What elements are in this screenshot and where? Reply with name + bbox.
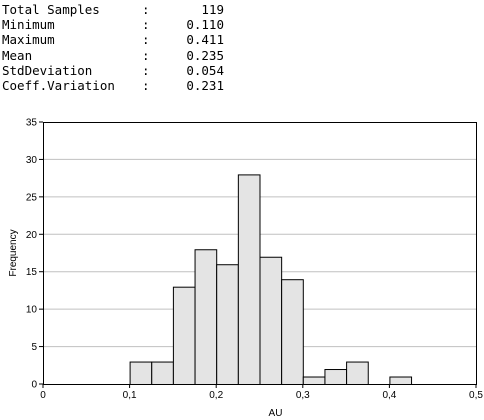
plot-frame: [43, 122, 477, 385]
histogram-bar: [194, 249, 218, 385]
histogram-bar: [151, 361, 174, 386]
y-tick-label: 15: [26, 267, 38, 278]
stat-row: Total Samples: 119: [2, 2, 224, 17]
stat-colon: :: [142, 62, 150, 78]
y-tick-label: 20: [26, 230, 38, 241]
stat-row: StdDeviation: 0.054: [2, 63, 224, 78]
x-tick-label: 0,4: [382, 390, 396, 401]
histogram-bar: [172, 286, 196, 385]
stat-value: 0.054: [186, 62, 224, 78]
stat-row: Minimum: 0.110: [2, 17, 224, 32]
y-tick-label: 35: [26, 118, 38, 129]
stat-label: Mean: [2, 47, 33, 63]
x-tick-label: 0,2: [209, 390, 223, 401]
histogram-chart: 0 5 10 15 20 25 30 35 0 0,1 0,2 0,3 0,4 0,5 AU Frequenc…: [8, 118, 483, 420]
stat-colon: :: [142, 2, 150, 17]
stat-label: Coeff.Variation: [2, 77, 115, 93]
histogram-bar: [389, 376, 413, 385]
y-tick-label: 5: [31, 342, 37, 353]
histogram-bar: [324, 369, 348, 385]
histogram-bar: [237, 174, 261, 386]
x-tick-label: 0,5: [469, 390, 483, 401]
x-axis-label: AU: [269, 408, 283, 419]
x-tick-label: 0: [40, 390, 46, 401]
x-tick-label: 0,3: [296, 390, 310, 401]
summary-statistics: Total Samples: 119 Minimum: 0.110 Maximum: 0.…: [2, 2, 224, 93]
stat-row: Mean: 0.235: [2, 48, 224, 63]
stat-colon: :: [142, 47, 150, 63]
stat-colon: :: [142, 32, 150, 48]
stat-colon: :: [142, 77, 150, 93]
histogram-bar: [259, 256, 283, 385]
stat-label: StdDeviation: [2, 62, 93, 78]
stat-label: Total Samples: [2, 2, 100, 17]
stat-value: 0.110: [186, 17, 224, 33]
y-tick-label: 0: [31, 380, 37, 391]
stat-row: Maximum: 0.411: [2, 32, 224, 47]
x-tick-label: 0,1: [123, 390, 137, 401]
histogram-bar: [346, 361, 369, 386]
histogram-bar: [129, 361, 153, 386]
stat-value: 119: [201, 2, 224, 17]
stat-value: 0.231: [186, 77, 224, 93]
stat-value: 0.235: [186, 47, 224, 63]
stat-colon: :: [142, 17, 150, 33]
stat-label: Maximum: [2, 32, 55, 48]
stat-label: Minimum: [2, 17, 55, 33]
y-tick-label: 30: [26, 155, 38, 166]
histogram-bar: [302, 376, 326, 385]
y-tick-label: 25: [26, 192, 38, 203]
histogram-bar: [281, 279, 304, 385]
histogram-bar: [216, 264, 239, 386]
stat-row: Coeff.Variation: 0.231: [2, 78, 224, 93]
y-tick-label: 10: [26, 305, 38, 316]
y-axis-label: Frequency: [8, 229, 19, 276]
stat-value: 0.411: [186, 32, 224, 48]
